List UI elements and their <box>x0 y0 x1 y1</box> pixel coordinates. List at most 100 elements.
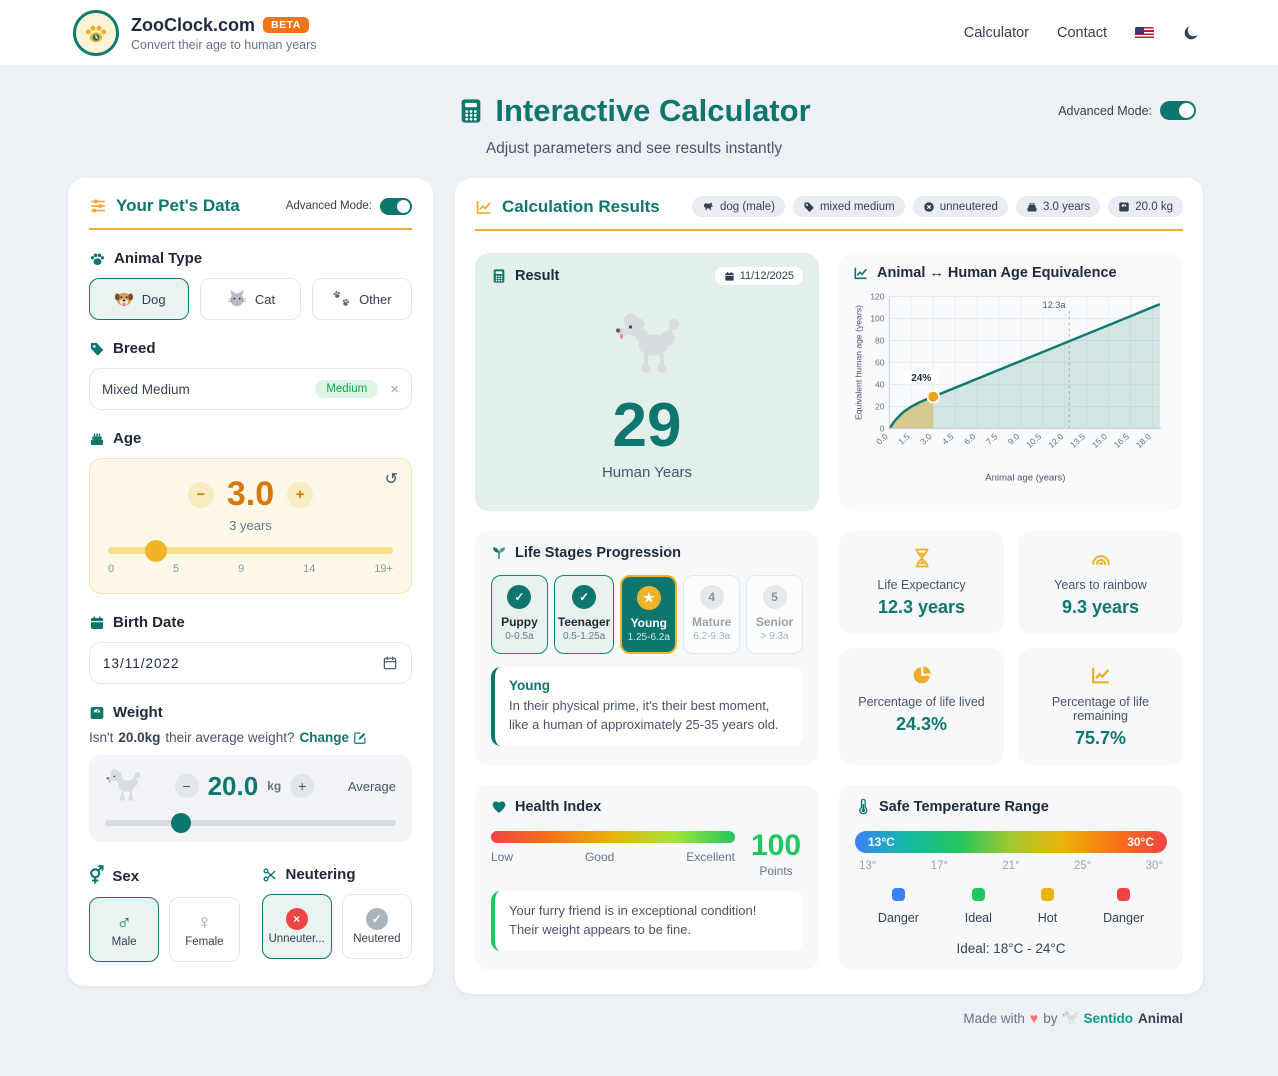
footer-text: Made with <box>963 1010 1025 1026</box>
stage-range: 0.5-1.25a <box>562 631 606 643</box>
legend-label: Danger <box>1103 911 1145 926</box>
scissors-icon <box>262 867 278 883</box>
stage-mature[interactable]: 4 Mature 6.2-9.3a <box>683 575 741 655</box>
birth-date-input[interactable]: 13/11/2022 <box>89 642 412 684</box>
svg-text:0.0: 0.0 <box>874 431 890 447</box>
weight-change-link[interactable]: Change <box>299 730 367 745</box>
animal-option-other[interactable]: Other <box>311 278 412 320</box>
rainbow-icon <box>1089 547 1113 569</box>
stage-teenager[interactable]: ✓ Teenager 0.5-1.25a <box>553 575 615 655</box>
neutering-option-unneutered[interactable]: × Unneuter... <box>261 894 332 959</box>
health-gradient-bar <box>491 831 735 844</box>
paw-clock-icon <box>85 25 107 43</box>
sex-option-label: Male <box>111 935 137 948</box>
breed-clear-icon[interactable]: × <box>390 380 399 398</box>
equivalence-chart[interactable]: 0 20 40 60 80 100 120 0.0 1.5 3.0 4.5 6.0 7.5 9.0 10.5… <box>853 285 1169 484</box>
health-index-title: Health Index <box>515 799 602 816</box>
advanced-mode-label: Advanced Mode: <box>285 200 372 212</box>
age-tick: 0 <box>108 563 115 575</box>
legend-hot: Hot <box>1038 888 1057 925</box>
age-tick: 19+ <box>374 563 393 575</box>
female-icon: ♀ <box>196 910 213 934</box>
calendar-picker-icon[interactable] <box>382 655 398 671</box>
temperature-ticks: 13° 17° 21° 25° 30° <box>859 860 1163 872</box>
health-scale-excellent: Excellent <box>686 850 735 865</box>
age-caption: 3 years <box>229 518 272 533</box>
age-slider-thumb[interactable] <box>145 539 168 562</box>
stage-range: > 9.3a <box>760 631 789 643</box>
weight-question: Isn't 20.0kg their average weight? Chang… <box>89 730 412 745</box>
stage-young-current[interactable]: ★ Young 1.25-6.2a <box>620 575 678 655</box>
svg-text:100: 100 <box>870 313 885 323</box>
temperature-ideal-range: Ideal: 18°C - 24°C <box>956 941 1066 957</box>
animal-option-cat[interactable]: Cat <box>200 278 301 320</box>
weight-question-prefix: Isn't <box>89 730 114 745</box>
star-icon: ★ <box>636 586 661 611</box>
badge-age: 3.0 years <box>1015 196 1101 217</box>
age-minus-button[interactable]: − <box>187 481 214 508</box>
human-years-value: 29 <box>612 391 682 460</box>
stat-value: 75.7% <box>1074 728 1127 749</box>
svg-text:60: 60 <box>875 357 885 367</box>
human-years-unit: Human Years <box>601 464 693 482</box>
stage-description-text: In their physical prime, it's their best… <box>509 698 779 732</box>
stat-years-to-rainbow: Years to rainbow 9.3 years <box>1018 531 1183 635</box>
language-flag-us[interactable] <box>1135 26 1154 40</box>
sex-option-female[interactable]: ♀ Female <box>169 897 240 962</box>
life-stages-row: ✓ Puppy 0-0.5a ✓ Teenager 0.5-1.25a ★ Yo… <box>491 575 803 655</box>
nav-contact[interactable]: Contact <box>1057 25 1107 41</box>
advanced-mode-label: Advanced Mode: <box>1058 103 1152 118</box>
age-slider[interactable] <box>108 539 393 562</box>
weight-plus-button[interactable]: + <box>290 774 315 798</box>
temperature-card: Safe Temperature Range 13°C 30°C 13° 17°… <box>839 785 1183 971</box>
paw-prints-icon <box>332 289 352 309</box>
footer-brand-link[interactable]: Sentido <box>1083 1010 1133 1026</box>
advanced-mode-toggle[interactable] <box>1160 101 1196 120</box>
badge-neutering: unneutered <box>912 196 1008 217</box>
stage-senior[interactable]: 5 Senior > 9.3a <box>746 575 803 655</box>
health-scale-good: Good <box>584 850 615 865</box>
weight-slider-thumb[interactable] <box>170 813 191 833</box>
stage-description-title: Young <box>509 678 550 694</box>
weight-minus-button[interactable]: − <box>174 774 199 798</box>
age-value: 3.0 <box>226 475 275 513</box>
stage-puppy[interactable]: ✓ Puppy 0-0.5a <box>491 575 548 655</box>
badge-label: unneutered <box>939 200 998 213</box>
hero-section: Interactive Calculator Adjust parameters… <box>0 67 1278 166</box>
x-circle-icon <box>923 201 935 213</box>
age-reset-icon[interactable]: ↺ <box>384 471 398 488</box>
weight-slider[interactable] <box>105 813 396 833</box>
animal-option-dog[interactable]: Dog <box>89 278 190 320</box>
dog-face-icon <box>113 288 135 310</box>
sex-option-male[interactable]: ♂ Male <box>89 897 160 962</box>
breed-input[interactable]: Mixed Medium Medium × <box>89 368 412 410</box>
tag-icon <box>803 201 815 213</box>
result-date-badge: 11/12/2025 <box>714 267 803 285</box>
svg-text:12.3a: 12.3a <box>1043 300 1067 310</box>
temp-tick: 17° <box>930 860 949 873</box>
age-plus-button[interactable]: + <box>287 481 314 508</box>
beta-badge: BETA <box>263 17 309 33</box>
dark-mode-moon-icon[interactable] <box>1182 24 1200 42</box>
stat-label: Life Expectancy <box>877 578 966 593</box>
toggle-knob <box>1179 103 1194 118</box>
app-logo[interactable] <box>73 10 119 56</box>
advanced-mode-toggle-panel[interactable] <box>380 197 412 215</box>
nav-calculator[interactable]: Calculator <box>963 25 1030 41</box>
neutering-option-neutered[interactable]: ✓ Neutered <box>341 894 412 959</box>
stage-name: Puppy <box>501 615 538 630</box>
tag-icon <box>89 341 105 357</box>
stat-label: Percentage of life remaining <box>1051 695 1150 724</box>
sex-option-label: Female <box>185 935 224 948</box>
sex-group: ♂ Male ♀ Female <box>89 897 240 962</box>
breed-value: Mixed Medium <box>102 381 190 397</box>
neutering-option-label: Neutered <box>353 933 401 945</box>
poodle-icon <box>105 768 141 804</box>
brand-block: ZooClock.com BETA Convert their age to h… <box>73 10 317 56</box>
animal-option-label: Cat <box>254 291 276 307</box>
stage-number: 4 <box>699 585 724 610</box>
health-score: 100 Points <box>749 831 803 879</box>
equivalence-chart-card: Animal ↔ Human Age Equivalence 0 20 40 60 80… <box>839 253 1183 512</box>
animal-type-group: Dog Cat Other <box>89 278 412 320</box>
sex-label: Sex <box>112 867 140 885</box>
